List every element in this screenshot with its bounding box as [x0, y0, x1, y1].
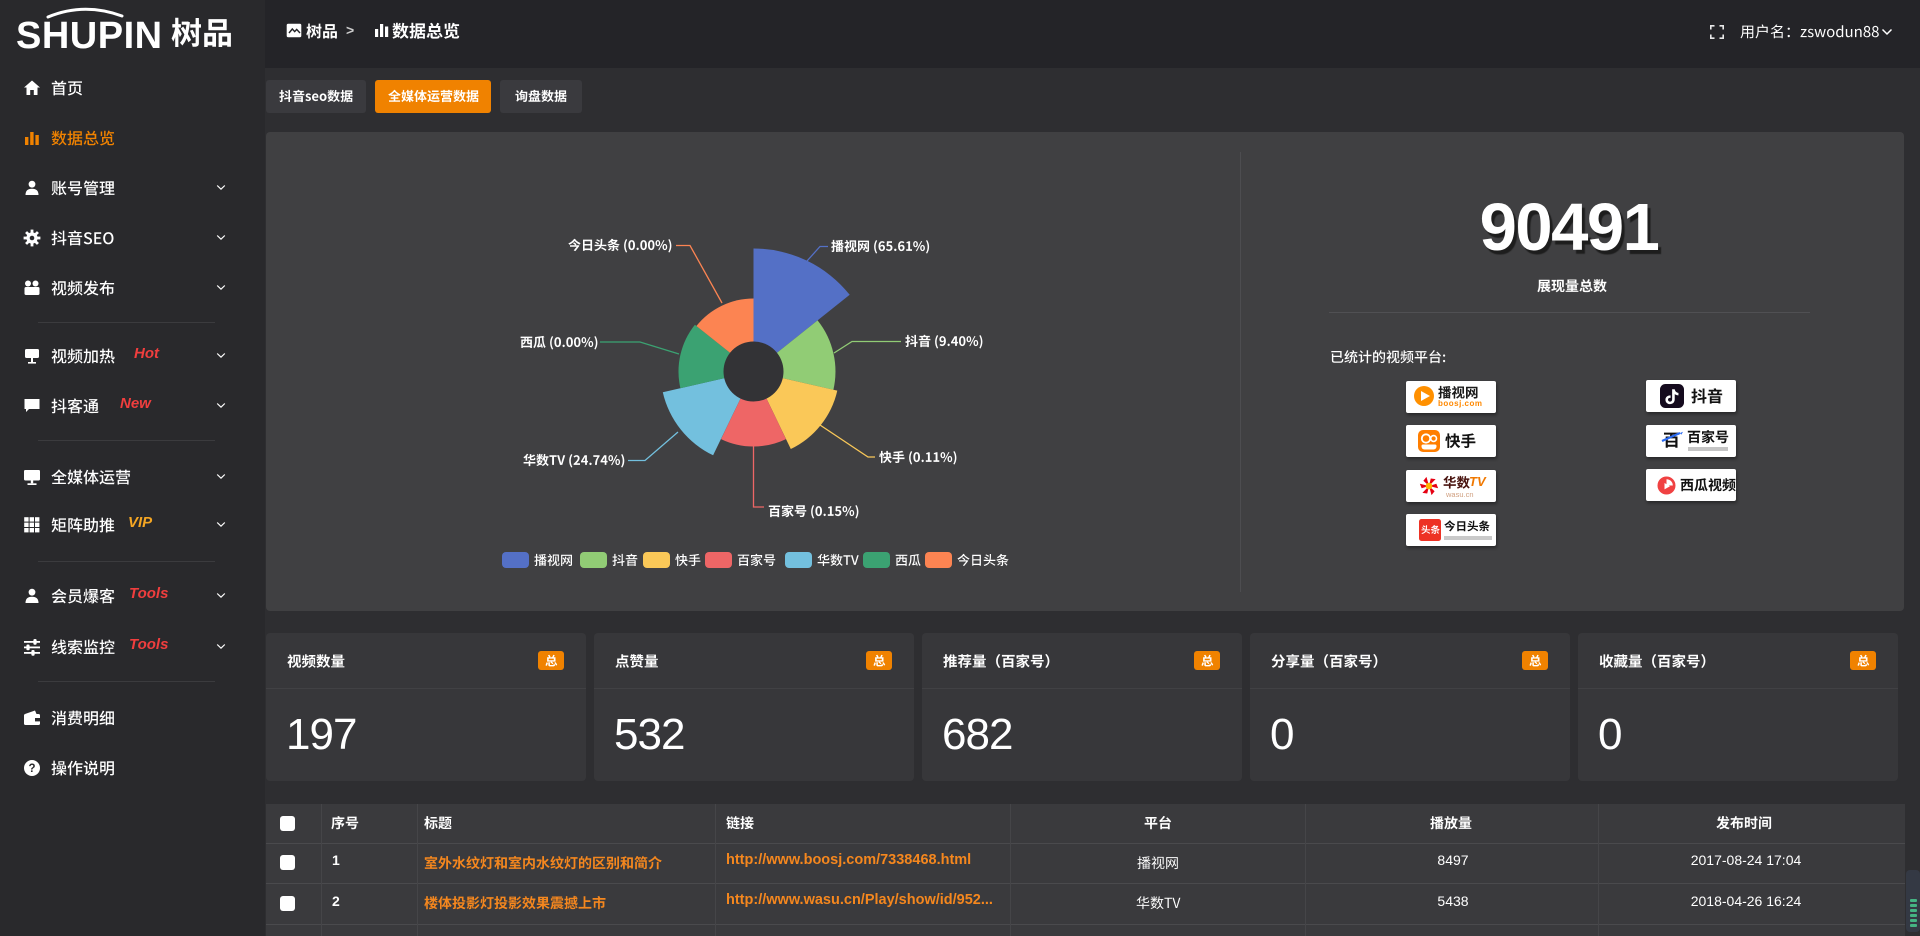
- svg-text:?: ?: [28, 763, 35, 775]
